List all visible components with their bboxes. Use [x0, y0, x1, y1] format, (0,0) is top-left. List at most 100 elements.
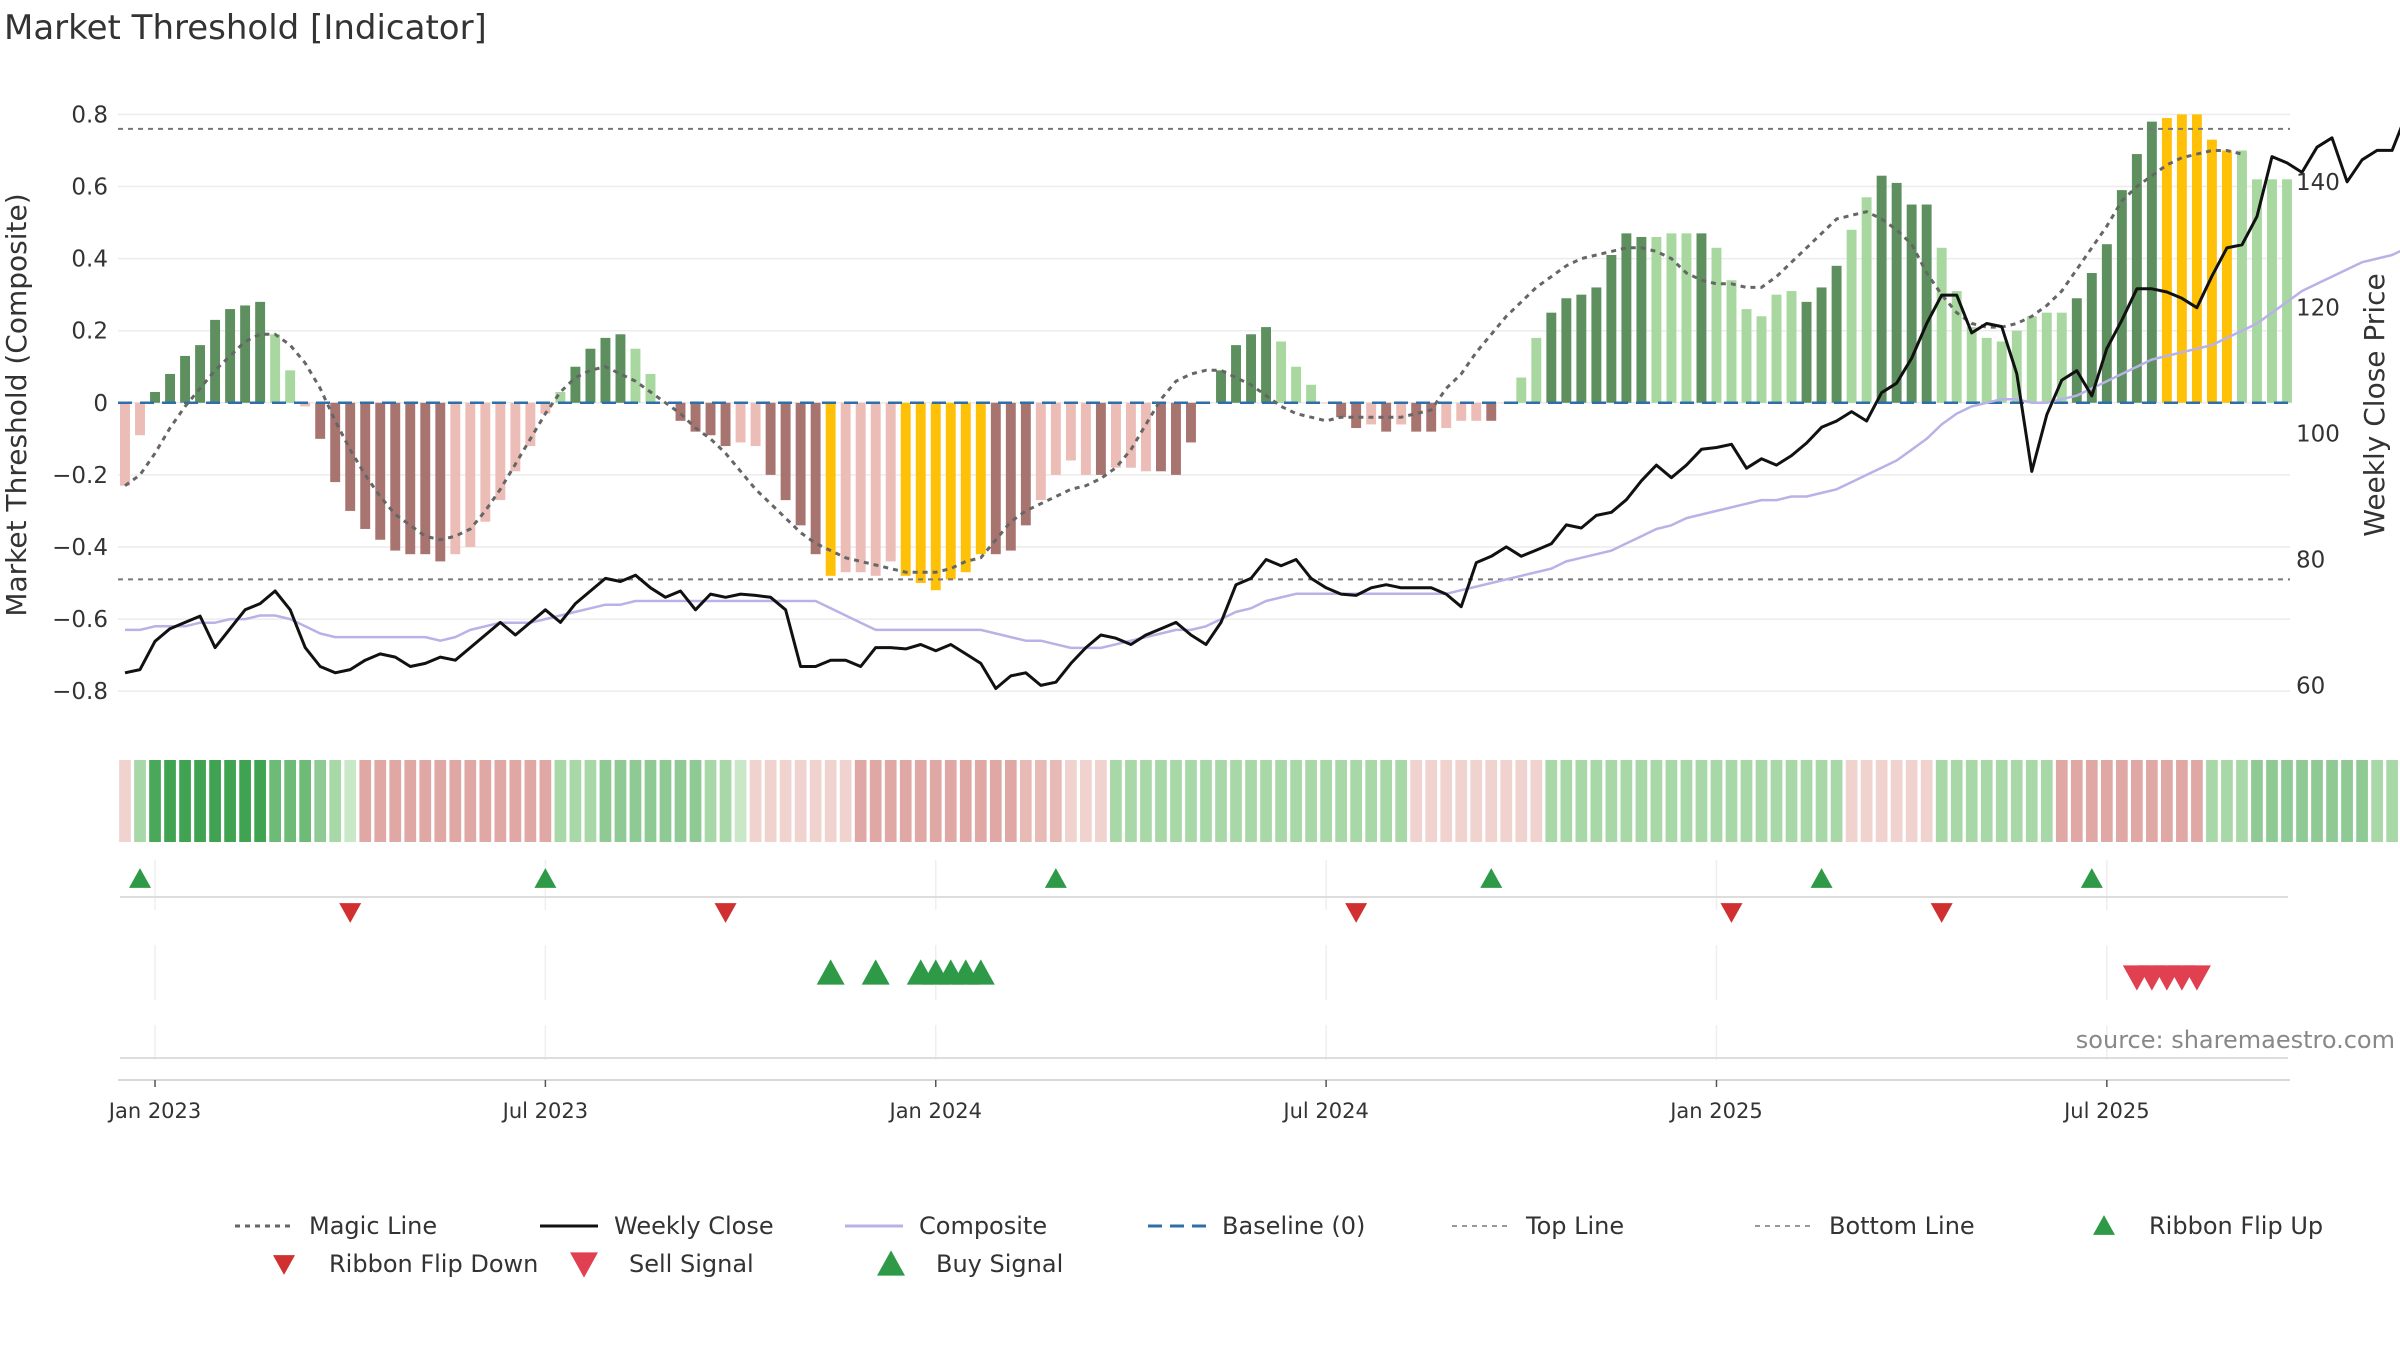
ribbon-cell — [1019, 760, 1032, 842]
composite-bar — [165, 373, 175, 403]
ribbon-cell — [1860, 760, 1873, 842]
legend-item-label: Ribbon Flip Down — [329, 1250, 538, 1278]
composite-bar — [735, 402, 746, 443]
ribbon-cell — [1245, 760, 1257, 842]
composite-bar — [240, 305, 251, 403]
ribbon-cell — [2341, 760, 2353, 842]
ribbon-cell — [1170, 760, 1182, 842]
composite-bar — [2237, 150, 2247, 403]
composite-bar — [120, 402, 130, 486]
ribbon-cell — [959, 760, 972, 842]
y2-tick-label: 80 — [2296, 547, 2325, 573]
composite-bar — [870, 402, 881, 576]
composite-bar — [1531, 337, 1542, 403]
grid-layer — [118, 113, 2290, 1081]
ribbon-cell — [989, 760, 1002, 842]
composite-bar — [1291, 366, 1302, 403]
composite-bar — [1651, 236, 1662, 403]
x-tick-label: Jan 2023 — [107, 1099, 202, 1123]
ribbon-cell — [1440, 760, 1453, 842]
ribbon-cell — [524, 760, 537, 842]
ribbon-cell — [2251, 760, 2263, 842]
series-lines — [118, 126, 2400, 690]
composite-bar — [645, 373, 656, 403]
ribbon-cell — [254, 760, 266, 842]
ribbon-cell — [509, 760, 522, 842]
composite-bar — [330, 402, 341, 483]
ribbon-cell — [839, 760, 852, 842]
ribbon-cell — [1155, 760, 1167, 842]
ribbon-cell — [404, 760, 417, 842]
y-tick-label: −0.8 — [52, 679, 108, 705]
composite-bar — [1276, 341, 1287, 403]
ribbon-cell — [119, 760, 131, 842]
composite-bar — [1786, 291, 1797, 403]
x-tick-label: Jan 2024 — [888, 1099, 983, 1123]
composite-bar — [1831, 265, 1842, 403]
ribbon-cell — [689, 760, 702, 842]
legend-item-label: Weekly Close — [614, 1212, 774, 1240]
composite-bar — [1756, 316, 1767, 403]
legend-item-label: Top Line — [1525, 1212, 1624, 1240]
ribbon-cell — [449, 760, 462, 842]
composite-bar — [525, 402, 536, 447]
ribbon-cell — [1230, 760, 1242, 842]
legend-swatch — [877, 1250, 905, 1276]
ribbon-cell — [614, 760, 627, 842]
ribbon-cell — [434, 760, 447, 842]
ribbon-cell — [929, 760, 942, 842]
composite-bar — [945, 402, 956, 580]
composite-bar — [2086, 273, 2097, 403]
composite-bar — [1095, 402, 1106, 475]
composite-bar — [2116, 190, 2127, 403]
composite-bar — [405, 402, 416, 555]
composite-bar — [1110, 402, 1121, 468]
composite-bar — [1741, 309, 1752, 403]
ribbon-cell — [1185, 760, 1197, 842]
ribbon-cell — [1755, 760, 1768, 842]
ribbon-cell — [209, 760, 221, 842]
ribbon-cell — [149, 760, 161, 842]
ribbon-cell — [659, 760, 672, 842]
composite-bar — [1456, 402, 1467, 421]
composite-bar — [1876, 175, 1887, 403]
composite-bar — [375, 402, 386, 540]
ribbon-flip-up-marker — [1810, 868, 1833, 888]
ribbon-cell — [1275, 760, 1287, 842]
composite-bar — [1140, 402, 1151, 472]
composite-bar — [1966, 327, 1977, 403]
composite-bar — [1696, 233, 1707, 403]
ribbon-cell — [374, 760, 387, 842]
ribbon-cell — [329, 760, 342, 842]
ribbon-cell — [1050, 760, 1062, 842]
composite-bar — [300, 402, 311, 407]
composite-bar — [540, 402, 551, 414]
y-tick-label: 0.4 — [71, 247, 108, 273]
composite-bar — [1666, 233, 1677, 403]
composite-bar — [2056, 312, 2067, 403]
ribbon-cell — [1605, 760, 1618, 842]
ribbon-cell — [2010, 760, 2023, 842]
ribbon-cell — [464, 760, 477, 842]
composite-bar — [150, 391, 160, 403]
ribbon-flip-up-marker — [534, 868, 557, 888]
legend-item-label: Magic Line — [309, 1212, 437, 1240]
composite-bar — [1471, 402, 1482, 421]
legend-item-label: Baseline (0) — [1222, 1212, 1365, 1240]
composite-bar — [510, 402, 521, 472]
ribbon-cell — [224, 760, 236, 842]
composite-bar — [1411, 402, 1422, 432]
ribbon-cell — [884, 760, 897, 842]
ribbon-cell — [2221, 760, 2233, 842]
composite-bar — [675, 402, 686, 421]
ribbon-cell — [1004, 760, 1017, 842]
ribbon-cell — [1890, 760, 1903, 842]
ribbon-cell — [2371, 760, 2383, 842]
composite-bar — [1981, 337, 1992, 403]
ribbon-cell — [539, 760, 552, 842]
composite-bar — [1366, 402, 1377, 425]
composite-bar — [480, 402, 491, 522]
y2-tick-label: 60 — [2296, 673, 2325, 699]
ribbon-cell — [1515, 760, 1528, 842]
ribbon-cell — [944, 760, 957, 842]
